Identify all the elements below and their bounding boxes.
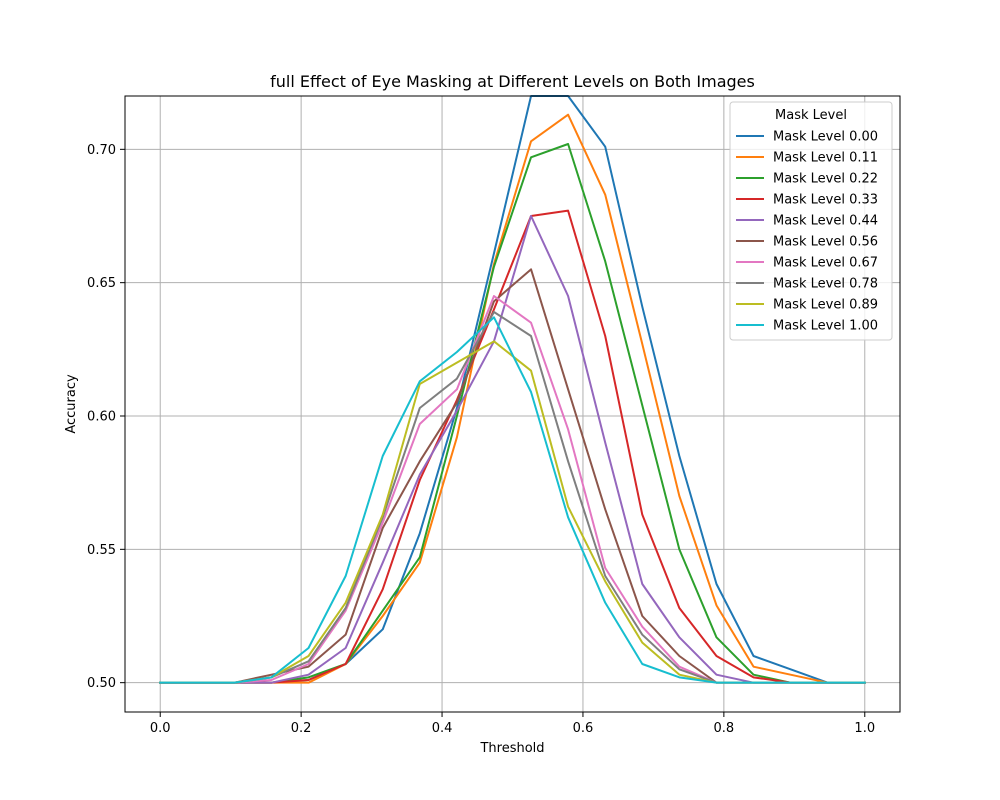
y-tick-label: 0.70 xyxy=(87,143,116,158)
legend-label-2: Mask Level 0.22 xyxy=(773,172,878,187)
legend: Mask Level Mask Level 0.00 Mask Level 0.1… xyxy=(729,101,893,341)
x-tick-label: 0.4 xyxy=(432,721,453,736)
legend-label-9: Mask Level 1.00 xyxy=(773,319,878,334)
legend-label-5: Mask Level 0.56 xyxy=(773,235,878,250)
legend-label-3: Mask Level 0.33 xyxy=(773,193,878,208)
legend-title: Mask Level xyxy=(775,108,847,123)
y-tick-label: 0.60 xyxy=(87,410,116,425)
x-tick-label: 1.0 xyxy=(854,721,875,736)
y-axis: 0.50 0.55 0.60 0.65 0.70 xyxy=(87,143,125,691)
x-tick-label: 0.0 xyxy=(150,721,171,736)
legend-label-4: Mask Level 0.44 xyxy=(773,214,878,229)
legend-label-0: Mask Level 0.00 xyxy=(773,130,878,145)
series-line-4 xyxy=(159,215,866,684)
legend-items: Mask Level 0.00 Mask Level 0.11 Mask Level… xyxy=(736,130,878,334)
legend-label-8: Mask Level 0.89 xyxy=(773,298,878,313)
x-axis: 0.0 0.2 0.4 0.6 0.8 1.0 xyxy=(150,712,875,736)
x-axis-label: Threshold xyxy=(479,741,544,756)
series-line-9 xyxy=(159,316,866,684)
legend-label-6: Mask Level 0.67 xyxy=(773,256,878,271)
series-line-7 xyxy=(159,311,866,684)
chart-title: full Effect of Eye Masking at Different … xyxy=(270,72,755,91)
x-tick-label: 0.2 xyxy=(291,721,312,736)
legend-box xyxy=(729,101,893,341)
legend-label-7: Mask Level 0.78 xyxy=(773,277,878,292)
y-tick-label: 0.65 xyxy=(87,276,116,291)
series-line-8 xyxy=(159,340,866,684)
x-tick-label: 0.8 xyxy=(714,721,735,736)
x-tick-label: 0.6 xyxy=(573,721,594,736)
y-tick-label: 0.50 xyxy=(87,676,116,691)
plot-frame xyxy=(124,95,901,713)
series-lines xyxy=(159,95,866,684)
y-axis-label: Accuracy xyxy=(64,374,79,434)
legend-label-1: Mask Level 0.11 xyxy=(773,151,878,166)
y-tick-label: 0.55 xyxy=(87,543,116,558)
